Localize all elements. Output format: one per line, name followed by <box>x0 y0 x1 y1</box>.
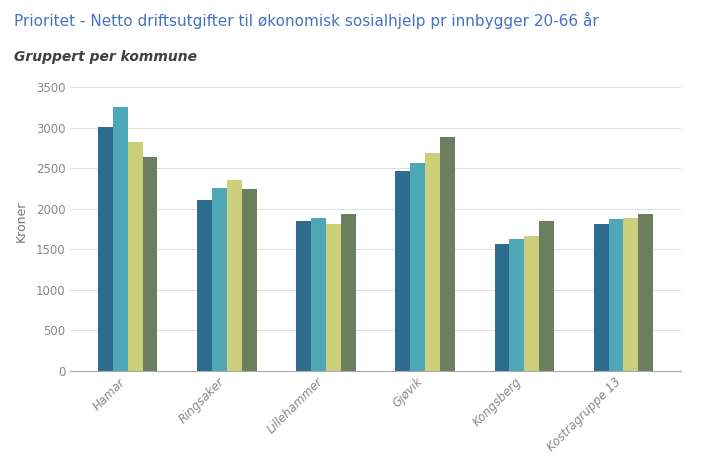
Bar <box>638 214 653 370</box>
Bar <box>311 218 326 370</box>
Bar <box>227 180 241 370</box>
Bar <box>113 107 128 370</box>
Bar <box>539 221 554 370</box>
Bar <box>425 153 440 370</box>
Bar <box>395 171 410 370</box>
Y-axis label: Kroner: Kroner <box>14 200 27 242</box>
Text: Prioritet - Netto driftsutgifter til økonomisk sosialhjelp pr innbygger 20-66 år: Prioritet - Netto driftsutgifter til øko… <box>14 12 599 29</box>
Bar <box>212 188 227 370</box>
Bar <box>197 200 212 370</box>
Bar <box>440 137 455 370</box>
Bar <box>494 244 510 370</box>
Bar <box>341 214 356 370</box>
Bar <box>410 163 425 370</box>
Bar <box>524 236 539 370</box>
Text: Gruppert per kommune: Gruppert per kommune <box>14 50 197 64</box>
Bar <box>609 219 623 370</box>
Bar <box>510 239 524 370</box>
Bar <box>296 221 311 370</box>
Bar <box>326 224 341 370</box>
Bar <box>623 218 638 370</box>
Bar <box>98 127 113 370</box>
Bar <box>143 157 157 370</box>
Bar <box>128 142 143 370</box>
Bar <box>241 189 257 370</box>
Bar <box>594 224 609 370</box>
